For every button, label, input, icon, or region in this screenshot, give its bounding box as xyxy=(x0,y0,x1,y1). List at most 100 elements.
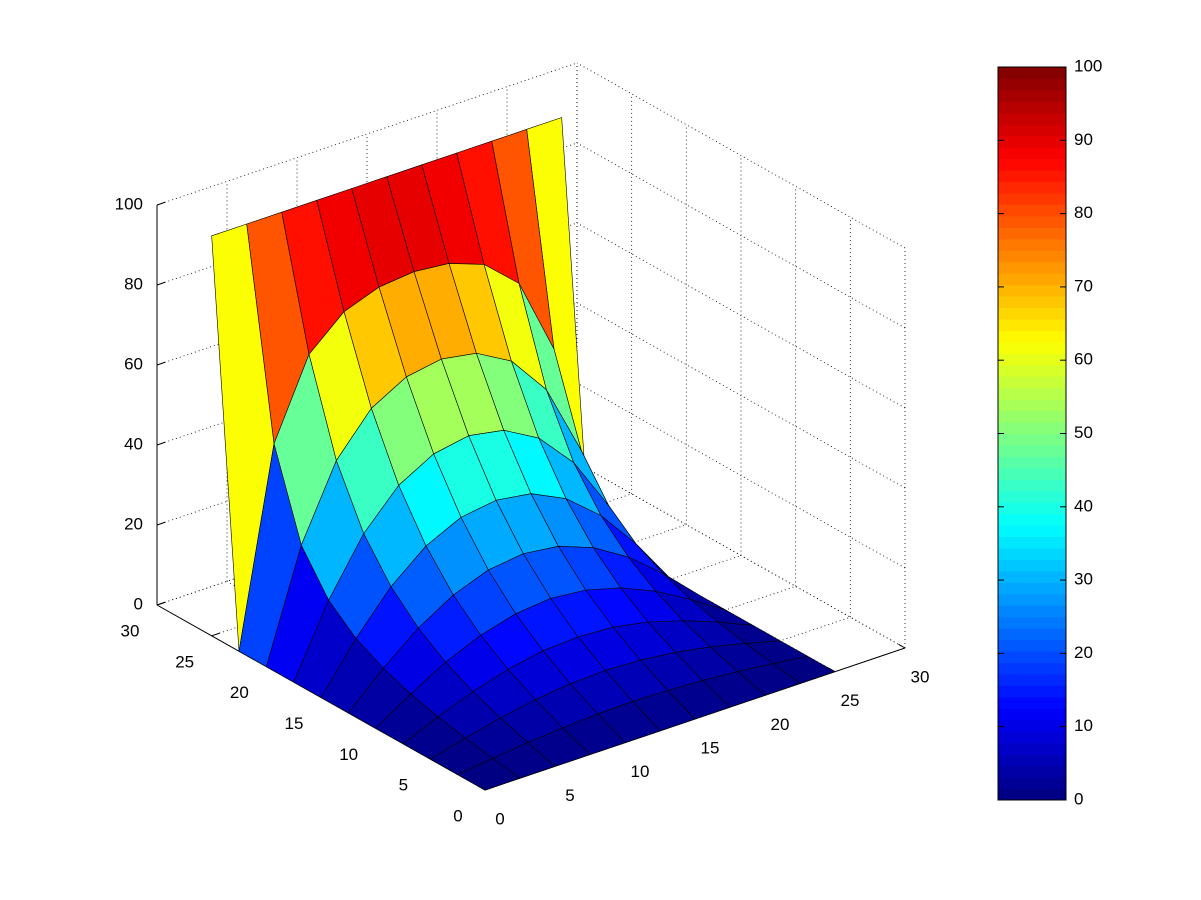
y-tick-label: 15 xyxy=(285,714,304,733)
colorbar-tick-label: 70 xyxy=(1074,276,1093,295)
colorbar-band xyxy=(998,238,1066,251)
surface-face xyxy=(457,758,521,791)
colorbar-band xyxy=(998,135,1066,148)
colorbar-band xyxy=(998,307,1066,320)
colorbar-band xyxy=(998,112,1066,125)
colorbar-band xyxy=(998,593,1066,606)
colorbar-band xyxy=(998,215,1066,228)
grid-line xyxy=(576,222,906,409)
y-tick-label: 20 xyxy=(230,683,249,702)
grid-line xyxy=(576,462,906,649)
z-tick xyxy=(156,441,166,446)
colorbar-band xyxy=(998,490,1066,503)
colorbar-band xyxy=(998,777,1066,790)
colorbar-tick-label: 90 xyxy=(1074,130,1093,149)
x-tick-label: 10 xyxy=(631,762,650,781)
colorbar-band xyxy=(998,261,1066,274)
colorbar-band xyxy=(998,708,1066,721)
x-tick-label: 0 xyxy=(495,809,504,828)
colorbar-band xyxy=(998,444,1066,457)
colorbar-band xyxy=(998,559,1066,572)
colorbar-band xyxy=(998,754,1066,767)
colorbar-band xyxy=(998,662,1066,675)
colorbar-band xyxy=(998,181,1066,194)
grid-line xyxy=(576,142,906,329)
colorbar-band xyxy=(998,273,1066,286)
colorbar-band xyxy=(998,582,1066,595)
colorbar-band xyxy=(998,364,1066,377)
colorbar-band xyxy=(998,719,1066,732)
colorbar-band xyxy=(998,353,1066,366)
colorbar-band xyxy=(998,78,1066,91)
colorbar-band xyxy=(998,696,1066,709)
colorbar-band xyxy=(998,433,1066,446)
colorbar-band xyxy=(998,422,1066,434)
z-tick-label: 60 xyxy=(124,354,143,373)
colorbar-band xyxy=(998,89,1066,102)
colorbar-band xyxy=(998,479,1066,492)
colorbar-band xyxy=(998,513,1066,526)
colorbar-tick-label: 50 xyxy=(1074,423,1093,442)
colorbar-band xyxy=(998,765,1066,778)
y-tick-label: 25 xyxy=(175,652,194,671)
colorbar-band xyxy=(998,341,1066,354)
colorbar-band xyxy=(998,525,1066,538)
colorbar-band xyxy=(998,170,1066,183)
colorbar-band xyxy=(998,192,1066,205)
y-tick xyxy=(211,632,221,637)
x-tick-label: 20 xyxy=(771,715,790,734)
colorbar-band xyxy=(998,101,1066,114)
colorbar-band xyxy=(998,376,1066,389)
y-tick-label: 10 xyxy=(339,745,358,764)
colorbar-band xyxy=(998,67,1066,79)
colorbar-tick-label: 20 xyxy=(1074,643,1093,662)
colorbar-band xyxy=(998,570,1066,583)
colorbar-band xyxy=(998,124,1066,137)
colorbar-band xyxy=(998,605,1066,618)
colorbar-band xyxy=(998,456,1066,469)
y-tick-label: 30 xyxy=(121,621,140,640)
colorbar-band xyxy=(998,399,1066,412)
z-tick-label: 100 xyxy=(115,194,143,213)
x-tick-label: 15 xyxy=(701,738,720,757)
colorbar-tick-label: 30 xyxy=(1074,570,1093,589)
colorbar-tick-label: 10 xyxy=(1074,716,1093,735)
z-tick xyxy=(156,521,166,526)
z-tick xyxy=(156,361,166,366)
colorbar-band xyxy=(998,284,1066,297)
colorbar-band xyxy=(998,639,1066,652)
colorbar-band xyxy=(998,318,1066,331)
colorbar-band xyxy=(998,250,1066,263)
colorbar-band xyxy=(998,296,1066,309)
colorbar-tick-label: 100 xyxy=(1074,56,1102,75)
colorbar-band xyxy=(998,204,1066,217)
x-tick-label: 30 xyxy=(911,667,930,686)
colorbar-band xyxy=(998,616,1066,629)
colorbar-band xyxy=(998,685,1066,698)
y-tick-label: 0 xyxy=(453,806,462,825)
z-tick-label: 80 xyxy=(124,274,143,293)
colorbar-band xyxy=(998,147,1066,160)
z-tick-label: 20 xyxy=(124,514,143,533)
z-tick xyxy=(156,281,166,286)
colorbar-band xyxy=(998,548,1066,560)
x-tick-label: 5 xyxy=(565,786,574,805)
x-tick-label: 25 xyxy=(841,691,860,710)
grid-line xyxy=(576,302,906,489)
colorbar-band xyxy=(998,387,1066,400)
z-tick-label: 0 xyxy=(134,594,143,613)
colorbar-band xyxy=(998,227,1066,240)
z-tick xyxy=(156,201,166,206)
colorbar-band xyxy=(998,628,1066,641)
colorbar-band xyxy=(998,502,1066,515)
colorbar-tick-label: 40 xyxy=(1074,496,1093,515)
colorbar-band xyxy=(998,330,1066,343)
z-tick xyxy=(156,601,166,606)
colorbar-band xyxy=(998,742,1066,755)
colorbar-band xyxy=(998,536,1066,549)
colorbar-band xyxy=(998,651,1066,664)
x-tick xyxy=(898,643,906,649)
colorbar-band xyxy=(998,158,1066,171)
grid-line xyxy=(576,62,906,249)
